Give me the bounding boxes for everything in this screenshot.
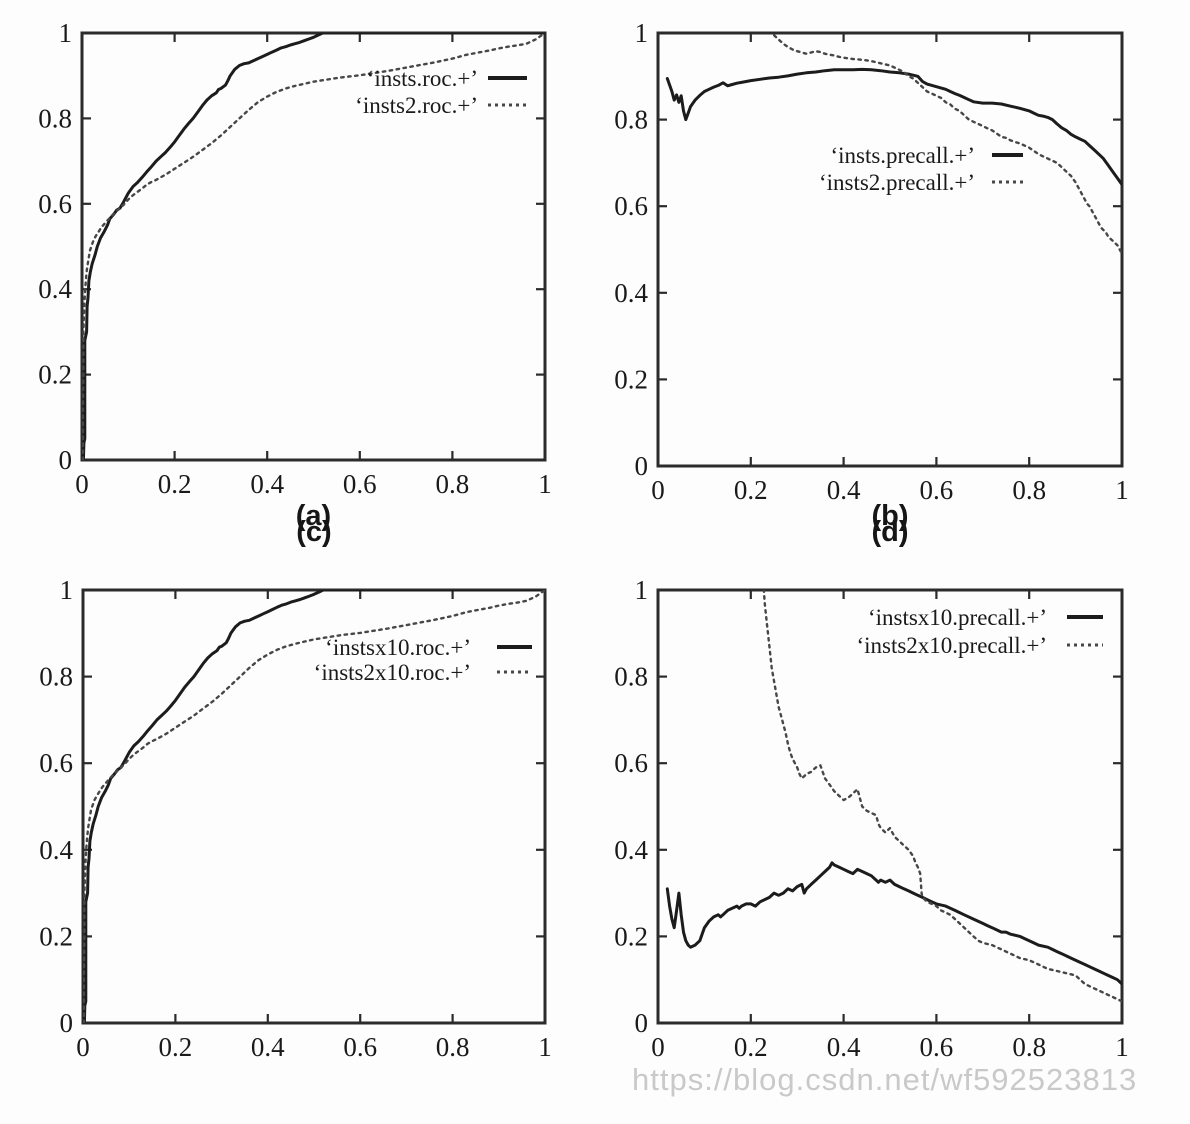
svg-text:0.6: 0.6 bbox=[920, 1032, 954, 1062]
svg-text:0.4: 0.4 bbox=[827, 475, 861, 505]
svg-text:1: 1 bbox=[538, 1032, 552, 1062]
svg-text:0.4: 0.4 bbox=[38, 274, 72, 304]
svg-text:0.8: 0.8 bbox=[1012, 475, 1046, 505]
svg-text:0.6: 0.6 bbox=[614, 191, 648, 221]
svg-text:0.8: 0.8 bbox=[38, 103, 72, 133]
svg-text:0.4: 0.4 bbox=[39, 835, 73, 865]
svg-text:0.2: 0.2 bbox=[614, 364, 648, 394]
chart-a-caption: (a) bbox=[295, 500, 332, 532]
svg-text:0: 0 bbox=[59, 445, 73, 475]
watermark-text: https://blog.csdn.net/wf592523813 bbox=[632, 1062, 1138, 1097]
svg-text:0.2: 0.2 bbox=[734, 1032, 768, 1062]
svg-text:1: 1 bbox=[1115, 475, 1129, 505]
svg-text:1: 1 bbox=[635, 575, 649, 605]
svg-text:0.6: 0.6 bbox=[39, 748, 73, 778]
svg-text:1: 1 bbox=[60, 575, 74, 605]
svg-text:‘insts.roc.+’: ‘insts.roc.+’ bbox=[367, 66, 478, 91]
svg-text:1: 1 bbox=[538, 469, 552, 499]
chart-b-caption: (b) bbox=[871, 500, 909, 532]
svg-text:0: 0 bbox=[76, 1032, 90, 1062]
svg-text:0.4: 0.4 bbox=[250, 469, 284, 499]
svg-text:0.8: 0.8 bbox=[614, 662, 648, 692]
svg-text:0: 0 bbox=[651, 1032, 665, 1062]
svg-text:1: 1 bbox=[1115, 1032, 1129, 1062]
svg-text:0.8: 0.8 bbox=[436, 469, 470, 499]
svg-text:0.8: 0.8 bbox=[436, 1032, 470, 1062]
svg-text:‘instsx10.precall.+’: ‘instsx10.precall.+’ bbox=[868, 605, 1047, 630]
svg-text:0: 0 bbox=[60, 1008, 74, 1038]
chart-c-caption: (c) bbox=[296, 516, 332, 548]
svg-text:0.2: 0.2 bbox=[158, 469, 192, 499]
svg-text:‘insts2x10.roc.+’: ‘insts2x10.roc.+’ bbox=[314, 660, 471, 685]
chart-d-caption: (d) bbox=[871, 516, 909, 548]
svg-text:0.8: 0.8 bbox=[39, 662, 73, 692]
svg-text:0.2: 0.2 bbox=[159, 1032, 193, 1062]
svg-text:‘insts.precall.+’: ‘insts.precall.+’ bbox=[830, 143, 975, 168]
svg-text:‘instsx10.roc.+’: ‘instsx10.roc.+’ bbox=[325, 635, 471, 660]
svg-text:0.4: 0.4 bbox=[614, 835, 648, 865]
svg-text:‘insts2x10.precall.+’: ‘insts2x10.precall.+’ bbox=[856, 633, 1047, 658]
svg-text:0.6: 0.6 bbox=[343, 469, 377, 499]
svg-text:0: 0 bbox=[635, 1008, 649, 1038]
svg-text:1: 1 bbox=[59, 18, 73, 48]
svg-text:0: 0 bbox=[635, 451, 649, 481]
svg-text:0.4: 0.4 bbox=[614, 278, 648, 308]
svg-text:0.6: 0.6 bbox=[38, 189, 72, 219]
svg-text:0.2: 0.2 bbox=[614, 921, 648, 951]
svg-text:0.6: 0.6 bbox=[920, 475, 954, 505]
svg-text:0.2: 0.2 bbox=[38, 360, 72, 390]
svg-text:0: 0 bbox=[75, 469, 89, 499]
svg-text:‘insts2.roc.+’: ‘insts2.roc.+’ bbox=[355, 93, 478, 118]
svg-text:0.6: 0.6 bbox=[614, 748, 648, 778]
chart-b-precall-plot: 00 0.2 0.2 0.4 0.4 0.6 0.6 0.8 0.8 1 1 ‘insts.preca… bbox=[614, 18, 1129, 505]
svg-text:0.2: 0.2 bbox=[734, 475, 768, 505]
svg-text:0.6: 0.6 bbox=[343, 1032, 377, 1062]
svg-text:0.2: 0.2 bbox=[39, 921, 73, 951]
chart-d-precall-x10-plot: 00 0.2 0.2 0.4 0.4 0.6 0.6 0.8 0.8 1 1 ‘instsx10.pr… bbox=[614, 575, 1129, 1062]
svg-text:0.4: 0.4 bbox=[251, 1032, 285, 1062]
svg-text:0.8: 0.8 bbox=[614, 105, 648, 135]
svg-text:0.4: 0.4 bbox=[827, 1032, 861, 1062]
chart-c-roc-x10-plot: 00 0.2 0.2 0.4 0.4 0.6 0.6 0.8 0.8 1 1 ‘instsx10.ro… bbox=[39, 575, 552, 1062]
svg-text:0.8: 0.8 bbox=[1012, 1032, 1046, 1062]
svg-text:‘insts2.precall.+’: ‘insts2.precall.+’ bbox=[819, 170, 975, 195]
svg-text:1: 1 bbox=[635, 18, 649, 48]
svg-text:0: 0 bbox=[651, 475, 665, 505]
chart-a-roc-plot: 00 0.2 0.2 0.4 0.4 0.6 0.6 0.8 0.8 1 1 ‘insts.roc.+… bbox=[38, 18, 552, 499]
